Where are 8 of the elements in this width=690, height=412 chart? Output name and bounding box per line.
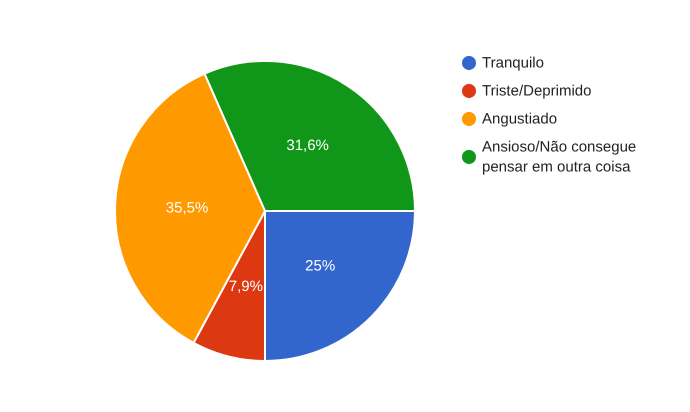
data-label: 31,6% xyxy=(286,137,329,154)
legend-label: Triste/Deprimido xyxy=(482,82,592,100)
data-label: 7,9% xyxy=(228,278,263,296)
data-label: 35,5% xyxy=(166,199,208,216)
legend-label: Tranquilo xyxy=(482,54,544,72)
legend-label: Ansioso/Não consegue pensar em outra coisa xyxy=(482,138,640,176)
legend-label: Angustiado xyxy=(482,110,558,128)
data-label: 25% xyxy=(305,258,336,275)
